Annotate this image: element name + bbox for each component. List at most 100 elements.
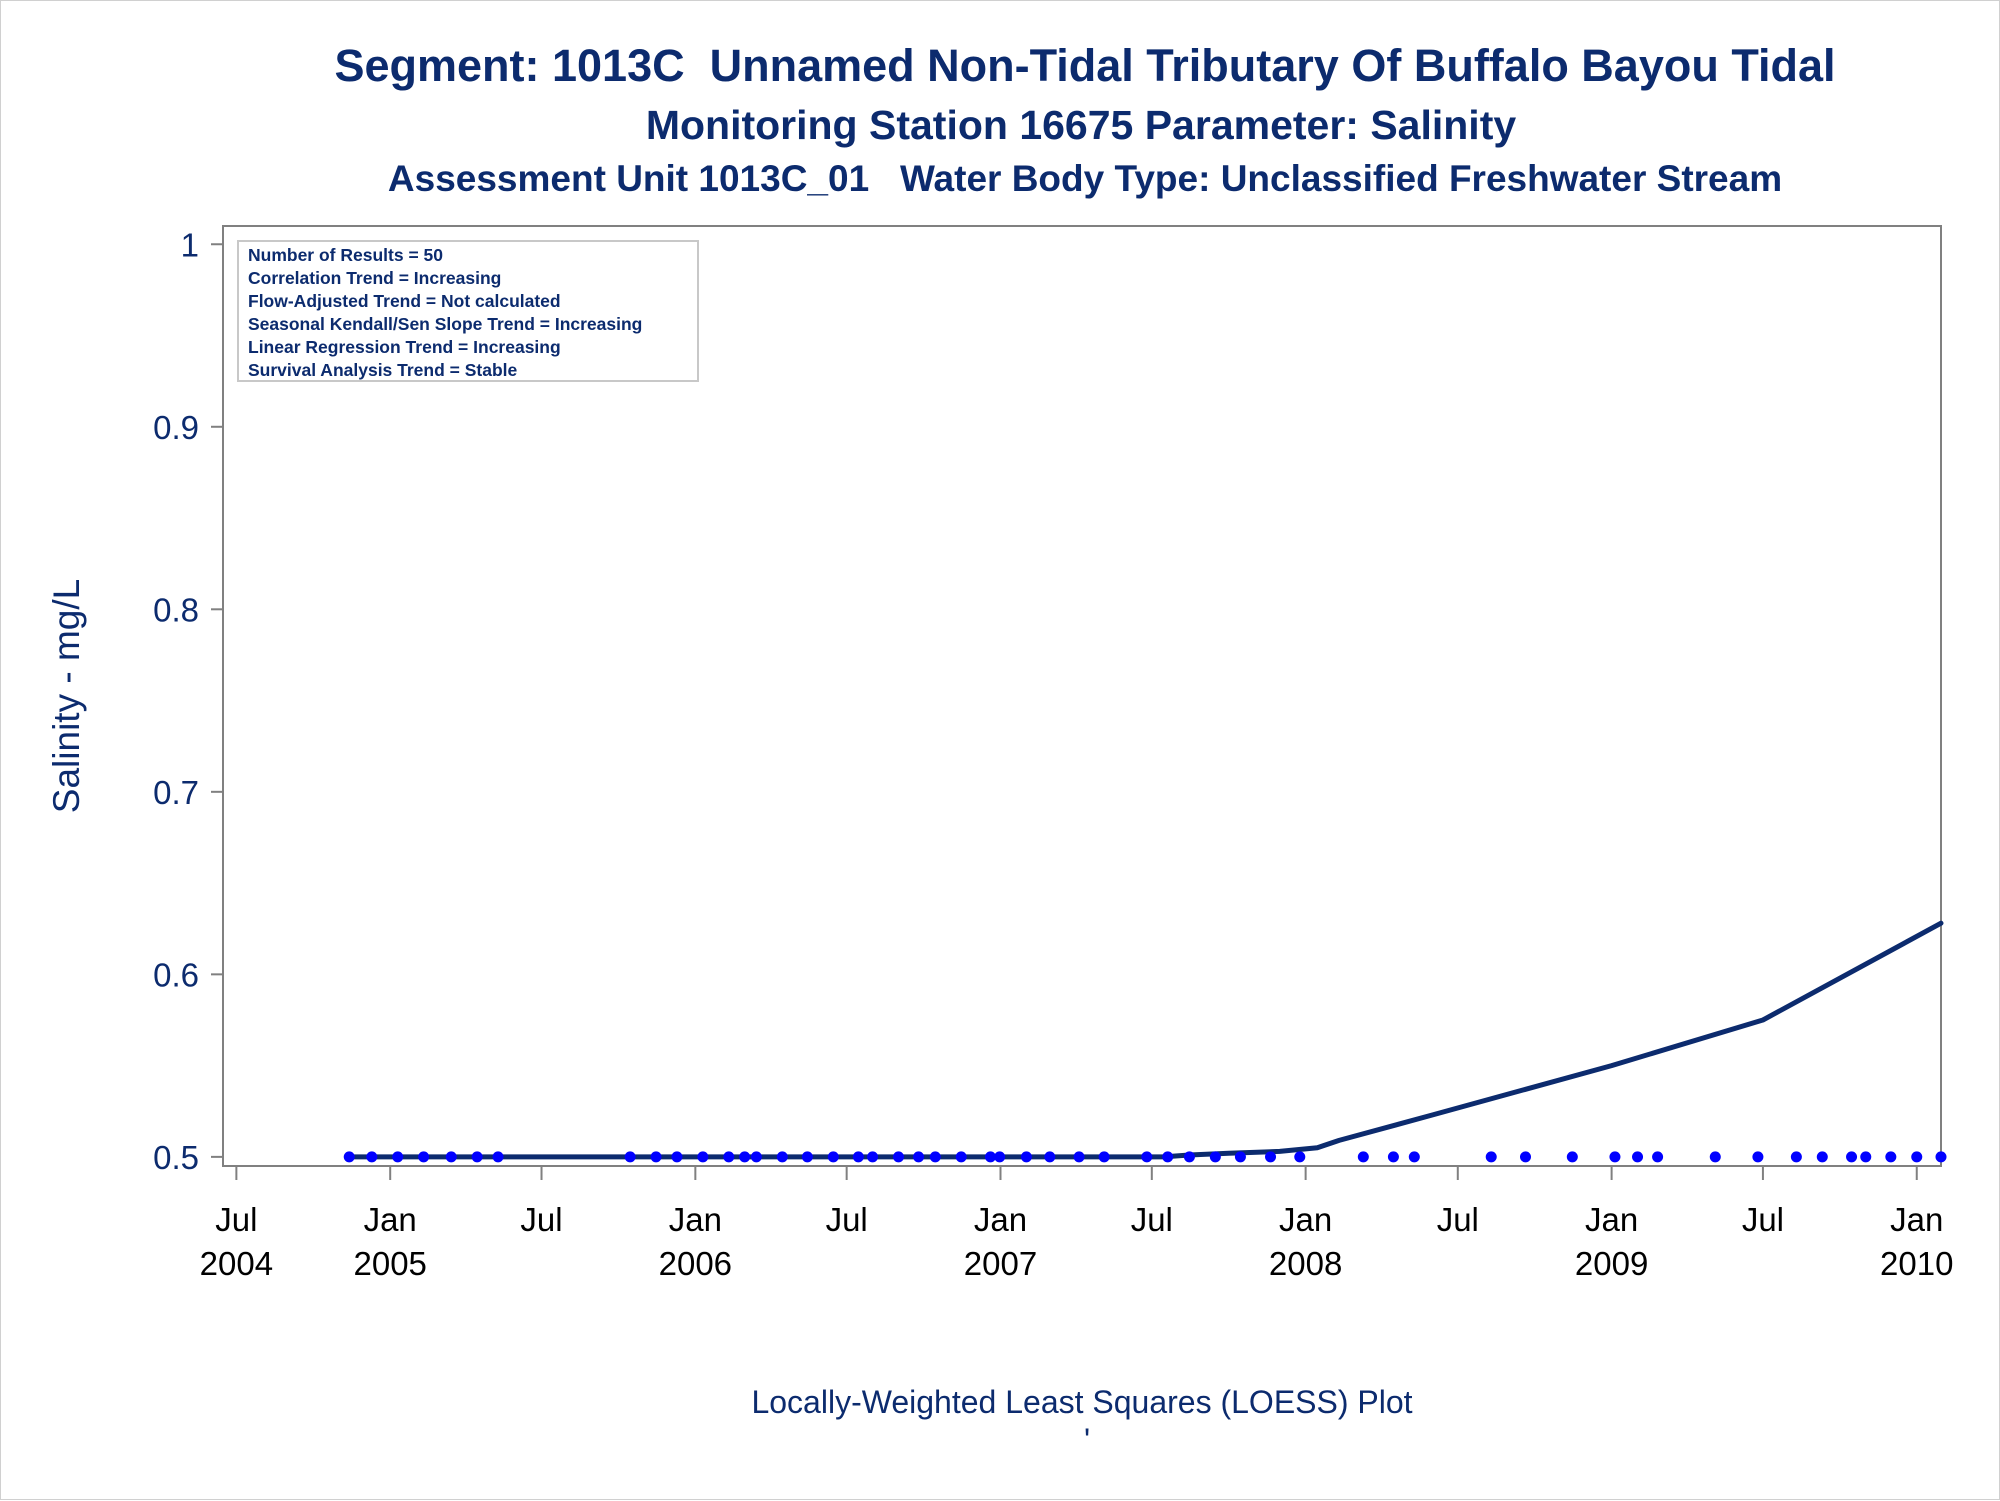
data-point: [343, 1151, 355, 1163]
stats-inset-box: [237, 240, 699, 382]
x-tick-label: Jan: [364, 1201, 417, 1238]
x-tick-label: Jan: [1585, 1201, 1638, 1238]
x-tick-label: Jul: [520, 1201, 562, 1238]
y-axis: 0.5 0.6 0.7 0.8 0.9 1: [153, 226, 223, 1176]
x-tick-label: Jan: [974, 1201, 1027, 1238]
data-point: [624, 1151, 636, 1163]
x-tick-label: Jul: [1437, 1201, 1479, 1238]
y-tick-label: 1: [181, 226, 199, 263]
stats-inset-line: Correlation Trend = Increasing: [248, 268, 501, 288]
data-point: [1209, 1151, 1221, 1163]
data-point: [867, 1151, 879, 1163]
data-point: [1911, 1151, 1923, 1163]
stats-inset: Number of Results = 50 Correlation Trend …: [237, 240, 699, 382]
data-point: [1632, 1151, 1644, 1163]
data-point: [1073, 1151, 1085, 1163]
y-tick-label: 0.7: [153, 774, 199, 811]
x-tick-year-label: 2009: [1575, 1245, 1648, 1282]
x-tick-label: Jan: [669, 1201, 722, 1238]
footnote: Locally-Weighted Least Squares (LOESS) P…: [751, 1384, 1412, 1420]
stats-inset-line: Linear Regression Trend = Increasing: [248, 337, 561, 357]
data-point: [1387, 1151, 1399, 1163]
data-point: [1485, 1151, 1497, 1163]
y-tick-label: 0.5: [153, 1139, 199, 1176]
data-point: [366, 1151, 378, 1163]
stats-inset-lines: Number of Results = 50 Correlation Trend …: [248, 245, 642, 380]
data-point: [1162, 1151, 1174, 1163]
x-tick-year-label: 2005: [353, 1245, 426, 1282]
data-point: [739, 1151, 751, 1163]
data-point: [1294, 1151, 1306, 1163]
stats-inset-line: Survival Analysis Trend = Stable: [248, 360, 518, 380]
data-point: [1520, 1151, 1532, 1163]
observation-points: [343, 1151, 1947, 1163]
data-point: [852, 1151, 864, 1163]
data-point: [723, 1151, 735, 1163]
data-point: [492, 1151, 504, 1163]
x-axis: Jul 2004 Jan 2005 Jul Jan 2006 Jul Jan 2007 Jul Jan…: [200, 1166, 1953, 1282]
data-point: [1935, 1151, 1947, 1163]
stats-inset-line: Number of Results = 50: [248, 245, 443, 265]
data-point: [892, 1151, 904, 1163]
data-point: [1709, 1151, 1721, 1163]
data-point: [994, 1151, 1006, 1163]
x-tick-year-label: 2007: [964, 1245, 1037, 1282]
data-point: [1609, 1151, 1621, 1163]
data-point: [827, 1151, 839, 1163]
data-point: [471, 1151, 483, 1163]
data-point: [1790, 1151, 1802, 1163]
y-axis-label: Salinity - mg/L: [46, 579, 87, 813]
chart-subtitle-2: Assessment Unit 1013C_01 Water Body Type…: [388, 158, 1782, 199]
x-tick-label: Jan: [1890, 1201, 1943, 1238]
x-tick-label: Jan: [1279, 1201, 1332, 1238]
x-tick-year-label: 2006: [659, 1245, 732, 1282]
data-point: [913, 1151, 925, 1163]
stats-inset-line: Seasonal Kendall/Sen Slope Trend = Incre…: [248, 314, 642, 334]
data-point: [1020, 1151, 1032, 1163]
stats-inset-line: Flow-Adjusted Trend = Not calculated: [248, 291, 561, 311]
plot-area: [222, 225, 1942, 1167]
x-tick-year-label: 2010: [1880, 1245, 1953, 1282]
data-point: [1652, 1151, 1664, 1163]
data-point: [1183, 1151, 1195, 1163]
data-point: [1408, 1151, 1420, 1163]
data-point: [1234, 1151, 1246, 1163]
data-point: [1816, 1151, 1828, 1163]
data-point: [1846, 1151, 1858, 1163]
data-point: [1357, 1151, 1369, 1163]
x-tick-year-label: 2004: [200, 1245, 273, 1282]
x-tick-label: Jul: [1742, 1201, 1784, 1238]
data-point: [955, 1151, 967, 1163]
data-point: [984, 1151, 996, 1163]
footnote-mark: ': [1084, 1422, 1090, 1458]
x-tick-label: Jul: [1131, 1201, 1173, 1238]
data-point: [671, 1151, 683, 1163]
loess-series: [346, 920, 1944, 1160]
data-point: [1265, 1151, 1277, 1163]
data-point: [801, 1151, 813, 1163]
x-tick-label: Jul: [215, 1201, 257, 1238]
data-point: [776, 1151, 788, 1163]
data-point: [1566, 1151, 1578, 1163]
data-point: [929, 1151, 941, 1163]
y-tick-label: 0.8: [153, 591, 199, 628]
data-point: [418, 1151, 430, 1163]
data-point: [1860, 1151, 1872, 1163]
data-point: [1098, 1151, 1110, 1163]
data-point: [650, 1151, 662, 1163]
data-point: [1044, 1151, 1056, 1163]
data-point: [445, 1151, 457, 1163]
data-point: [1141, 1151, 1153, 1163]
data-point: [1885, 1151, 1897, 1163]
chart-subtitle: Monitoring Station 16675 Parameter: Sali…: [646, 102, 1517, 148]
y-tick-label: 0.9: [153, 409, 199, 446]
loess-line: [346, 920, 1944, 1160]
x-tick-label: Jul: [826, 1201, 868, 1238]
x-tick-year-label: 2008: [1269, 1245, 1342, 1282]
data-point: [750, 1151, 762, 1163]
chart-title: Segment: 1013C Unnamed Non-Tidal Tributa…: [334, 40, 1835, 91]
y-tick-label: 0.6: [153, 956, 199, 993]
data-point: [697, 1151, 709, 1163]
